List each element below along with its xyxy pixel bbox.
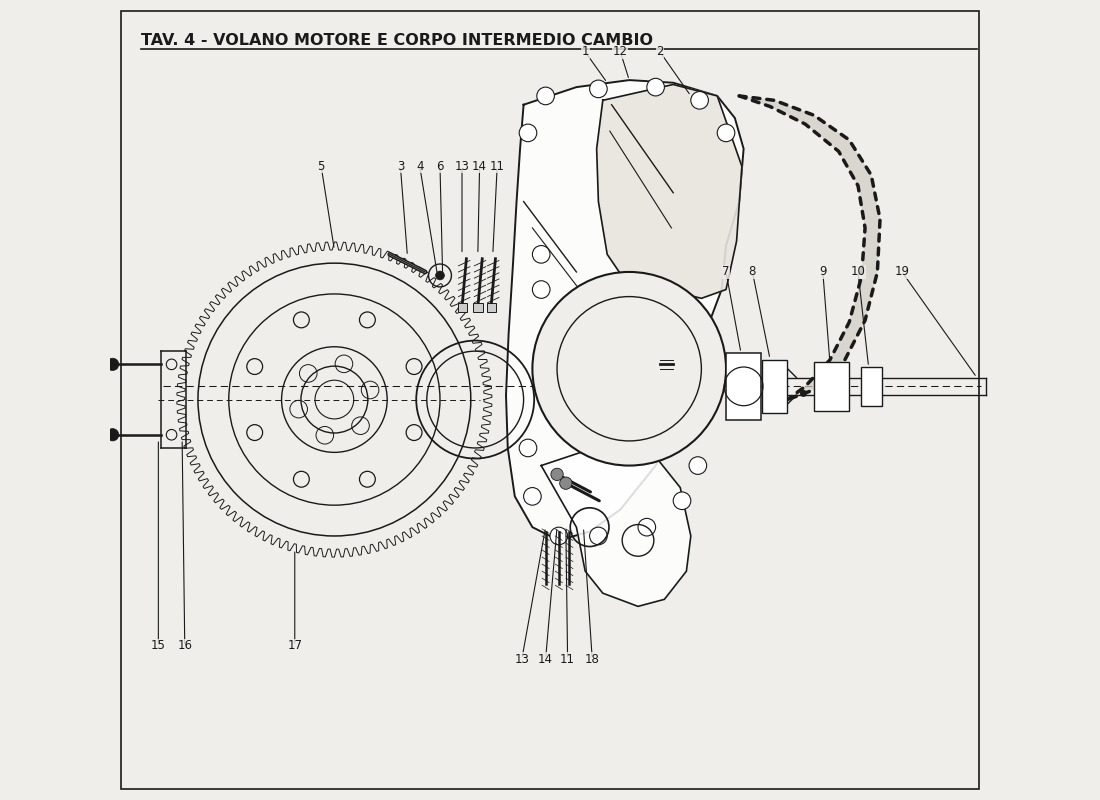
Text: 18: 18 xyxy=(585,653,600,666)
Circle shape xyxy=(647,78,664,96)
Text: 19: 19 xyxy=(894,266,910,278)
Circle shape xyxy=(436,271,444,280)
Polygon shape xyxy=(541,448,691,606)
Text: 11: 11 xyxy=(560,653,575,666)
Circle shape xyxy=(550,527,568,545)
FancyBboxPatch shape xyxy=(726,353,761,420)
Circle shape xyxy=(717,124,735,142)
Text: 7: 7 xyxy=(723,266,729,278)
Text: 15: 15 xyxy=(151,639,166,653)
Text: 16: 16 xyxy=(177,639,192,653)
Circle shape xyxy=(537,87,554,105)
Text: 11: 11 xyxy=(490,160,505,173)
FancyBboxPatch shape xyxy=(860,367,882,406)
FancyBboxPatch shape xyxy=(458,302,468,311)
Circle shape xyxy=(532,272,726,466)
Text: 10: 10 xyxy=(850,266,866,278)
Circle shape xyxy=(673,492,691,510)
Circle shape xyxy=(519,124,537,142)
Circle shape xyxy=(107,429,119,441)
FancyBboxPatch shape xyxy=(486,302,496,311)
FancyBboxPatch shape xyxy=(762,360,786,413)
Text: 8: 8 xyxy=(749,266,756,278)
Text: 14: 14 xyxy=(538,653,553,666)
Circle shape xyxy=(532,281,550,298)
Circle shape xyxy=(524,487,541,505)
FancyBboxPatch shape xyxy=(473,302,483,311)
Text: 4: 4 xyxy=(416,160,424,173)
Text: 5: 5 xyxy=(318,160,324,173)
Circle shape xyxy=(691,91,708,109)
Text: 9: 9 xyxy=(820,266,826,278)
Circle shape xyxy=(689,457,706,474)
Circle shape xyxy=(638,518,656,536)
Circle shape xyxy=(590,80,607,98)
Polygon shape xyxy=(739,96,880,399)
Text: 17: 17 xyxy=(287,639,303,653)
Text: 14: 14 xyxy=(472,160,487,173)
Text: TAV. 4 - VOLANO MOTORE E CORPO INTERMEDIO CAMBIO: TAV. 4 - VOLANO MOTORE E CORPO INTERMEDI… xyxy=(141,33,652,48)
Circle shape xyxy=(107,358,119,370)
Polygon shape xyxy=(506,80,744,540)
Text: 3: 3 xyxy=(397,160,404,173)
Text: 13: 13 xyxy=(454,160,470,173)
Text: 13: 13 xyxy=(515,653,529,666)
Circle shape xyxy=(519,439,537,457)
FancyBboxPatch shape xyxy=(814,362,849,411)
Text: 12: 12 xyxy=(613,46,628,58)
Polygon shape xyxy=(596,85,741,298)
Text: 2: 2 xyxy=(657,46,663,58)
Circle shape xyxy=(560,477,572,490)
Circle shape xyxy=(800,390,807,397)
Circle shape xyxy=(532,246,550,263)
Text: 6: 6 xyxy=(437,160,443,173)
Text: 1: 1 xyxy=(582,46,588,58)
Circle shape xyxy=(590,527,607,545)
Circle shape xyxy=(551,468,563,481)
